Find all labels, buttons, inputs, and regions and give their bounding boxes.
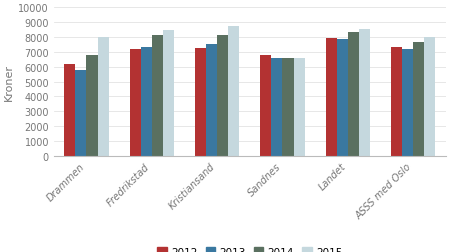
Legend: 2012, 2013, 2014, 2015: 2012, 2013, 2014, 2015 [153, 243, 346, 252]
Bar [413, 43, 424, 156]
Bar [86, 56, 98, 156]
Bar [130, 50, 141, 156]
Bar [206, 44, 217, 156]
Bar [348, 33, 359, 156]
Bar [293, 59, 305, 156]
Bar [260, 56, 271, 156]
Bar [76, 70, 86, 156]
Bar [152, 36, 163, 156]
Bar [163, 31, 174, 156]
Bar [424, 38, 436, 156]
Bar [228, 27, 239, 156]
Bar [337, 40, 348, 156]
Bar [283, 59, 293, 156]
Bar [391, 48, 402, 156]
Bar [271, 59, 283, 156]
Bar [98, 38, 109, 156]
Bar [359, 29, 370, 156]
Bar [217, 36, 228, 156]
Bar [64, 65, 76, 156]
Y-axis label: Kroner: Kroner [4, 64, 14, 101]
Bar [141, 48, 152, 156]
Bar [195, 49, 206, 156]
Bar [402, 50, 413, 156]
Bar [326, 39, 337, 156]
